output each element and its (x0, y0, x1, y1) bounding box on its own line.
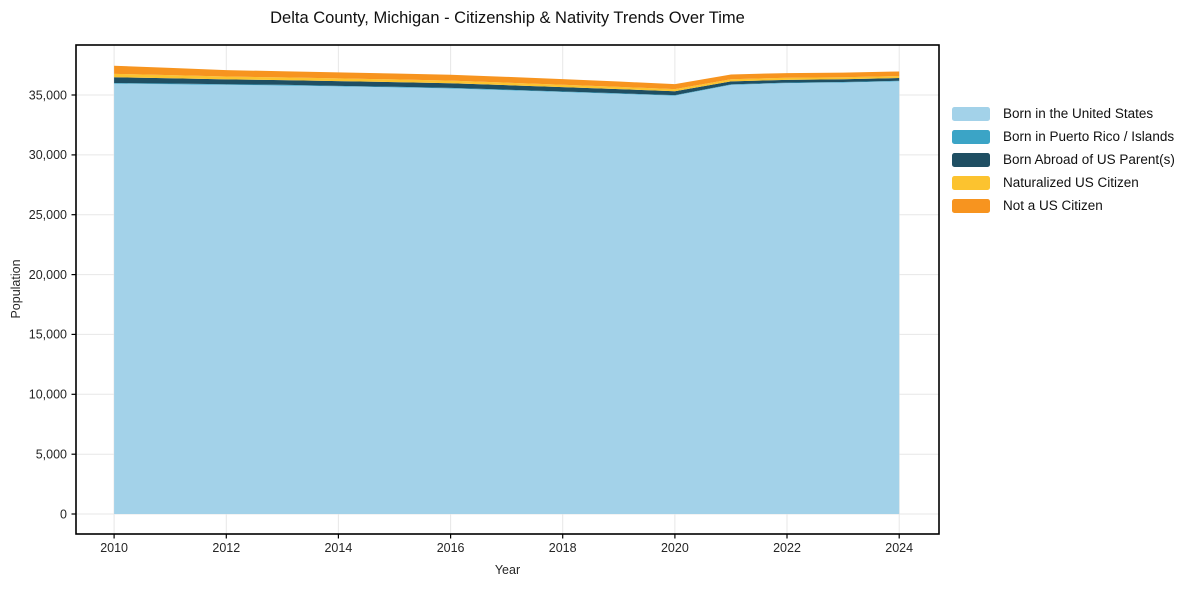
x-tick-label: 2018 (549, 541, 577, 555)
x-tick-label: 2024 (885, 541, 913, 555)
legend-label: Born in the United States (1003, 106, 1154, 121)
y-tick-label: 25,000 (29, 208, 67, 222)
area-series-3 (114, 73, 900, 92)
x-tick-label: 2020 (661, 541, 689, 555)
legend-swatch (952, 153, 990, 167)
y-tick-label: 20,000 (29, 268, 67, 282)
legend-item: Born Abroad of US Parent(s) (952, 153, 1175, 167)
y-tick-label: 10,000 (29, 388, 67, 402)
plot-frame (75, 44, 940, 535)
y-tick-label: 0 (60, 507, 67, 521)
legend-swatch (952, 176, 990, 190)
legend-swatch (952, 199, 990, 213)
legend-label: Born in Puerto Rico / Islands (1003, 129, 1175, 144)
x-tick-label: 2012 (212, 541, 240, 555)
y-tick-label: 30,000 (29, 148, 67, 162)
y-tick-label: 15,000 (29, 328, 67, 342)
y-tick-label: 35,000 (29, 88, 67, 102)
legend-item: Not a US Citizen (952, 199, 1175, 213)
x-tick-label: 2022 (773, 541, 801, 555)
legend-item: Born in the United States (952, 107, 1175, 121)
x-tick-label: 2010 (100, 541, 128, 555)
legend-item: Born in Puerto Rico / Islands (952, 130, 1175, 144)
legend-label: Not a US Citizen (1003, 198, 1103, 213)
area-series-0 (114, 81, 900, 515)
area-series-1 (114, 80, 900, 96)
legend: Born in the United States Born in Puerto … (952, 107, 1175, 213)
chart-title: Delta County, Michigan - Citizenship & N… (270, 9, 745, 27)
x-tick-label: 2016 (437, 541, 465, 555)
legend-label: Born Abroad of US Parent(s) (1003, 152, 1175, 167)
legend-item: Naturalized US Citizen (952, 176, 1175, 190)
legend-swatch (952, 130, 990, 144)
area-series-2 (114, 77, 900, 96)
legend-swatch (952, 107, 990, 121)
y-axis-label: Population (9, 259, 23, 319)
legend-label: Naturalized US Citizen (1003, 175, 1139, 190)
y-tick-label: 5,000 (36, 448, 67, 462)
x-axis-label: Year (494, 563, 521, 577)
area-series-4 (114, 65, 900, 90)
x-tick-label: 2014 (324, 541, 352, 555)
